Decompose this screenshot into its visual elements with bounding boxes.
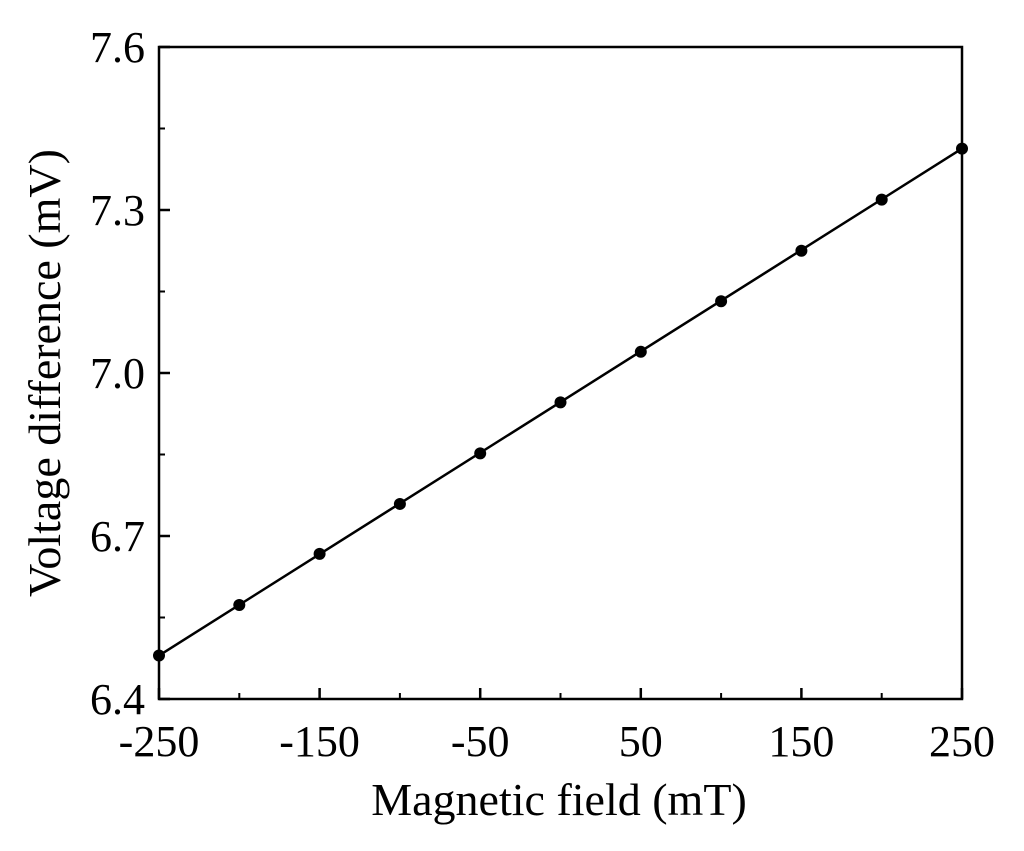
x-tick-label: 50 [619,717,663,766]
x-tick-label: -150 [279,717,360,766]
x-axis-ticks: -250 -150 -50 50 150 250 [119,688,995,766]
data-point [313,547,326,560]
plot-frame-rect [157,45,964,701]
y-tick-label: 7.6 [90,23,145,72]
data-point [875,193,888,206]
data-point [474,447,487,460]
x-tick-label: 150 [768,717,834,766]
data-point [554,396,567,409]
y-tick-label: 6.4 [90,675,145,724]
data-point [715,295,728,308]
x-tick-label: 250 [929,717,995,766]
x-tick-label: -250 [119,717,200,766]
data-point [956,142,968,155]
x-axis-title: Magnetic field (mT) [371,774,747,825]
data-points [153,142,968,662]
data-point [795,244,808,257]
y-tick-label: 7.3 [90,186,145,235]
y-axis-title: Voltage difference (mV) [19,149,70,597]
data-point [233,599,246,612]
plot-frame [157,45,964,701]
data-point [634,345,647,358]
y-axis-ticks: 6.4 6.7 7.0 7.3 7.6 [90,23,170,724]
y-tick-label: 6.7 [90,512,145,561]
x-tick-label: -50 [451,717,510,766]
data-point [153,649,165,662]
y-tick-label: 7.0 [90,349,145,398]
data-point [393,497,406,510]
